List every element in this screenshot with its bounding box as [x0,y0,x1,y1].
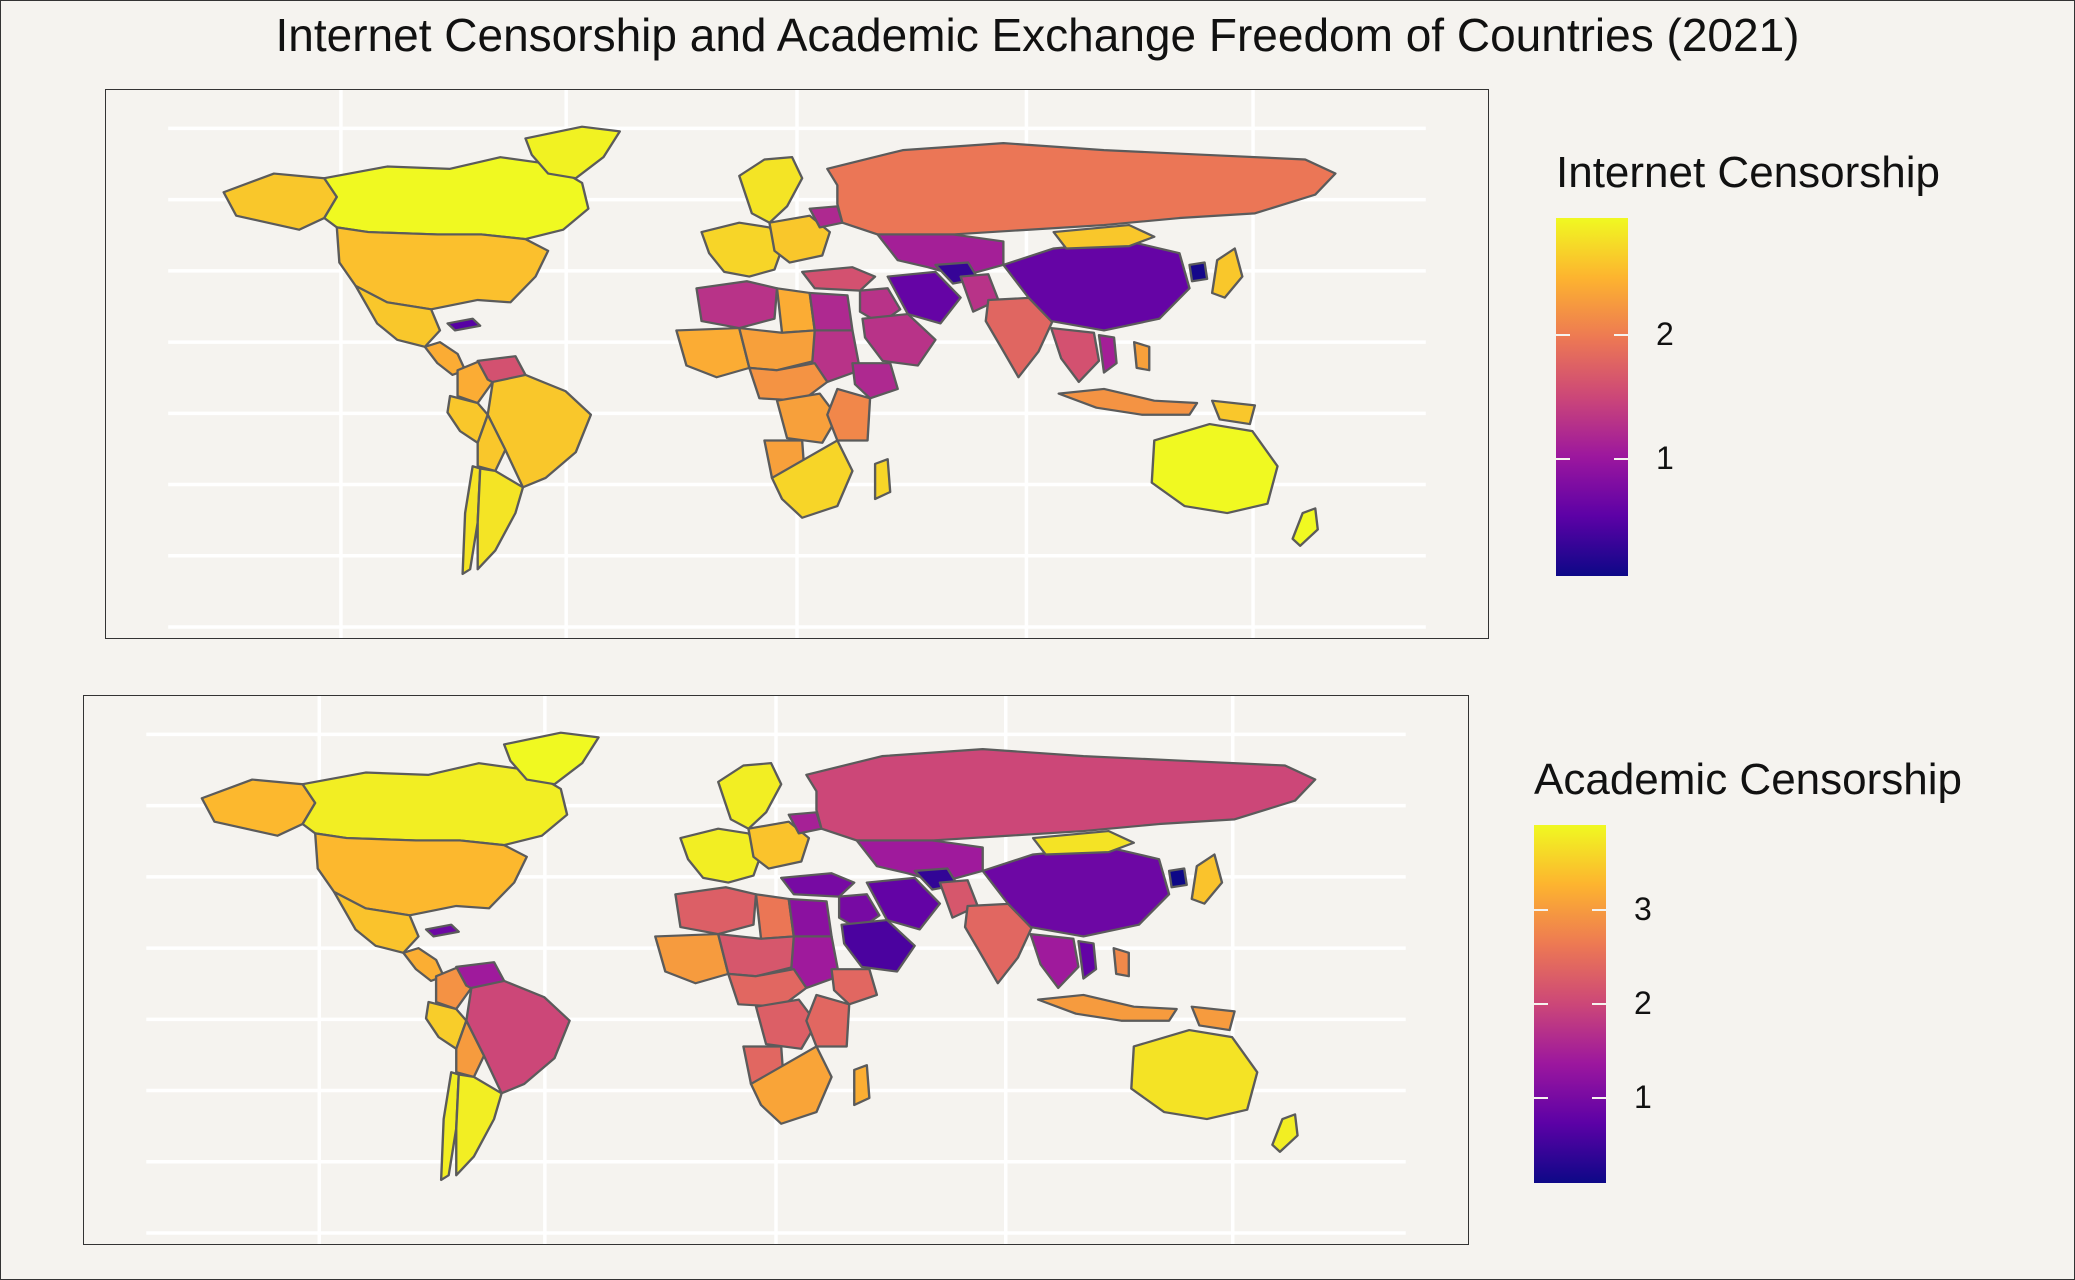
country-russia [805,748,1317,842]
country-central-africa [727,968,808,1008]
country-egypt [787,897,833,938]
country-russia [826,142,1337,236]
country-cuba [446,317,482,332]
country-southern-africa [749,1045,833,1125]
country-vietnam [1077,940,1098,980]
country-southern-africa [770,439,854,519]
country-east-africa [805,993,851,1048]
country-saudi-arabia [861,312,937,367]
colorbar-tick-label: 2 [1656,316,1674,353]
country-sahel [738,326,816,372]
country-iran [865,876,942,931]
colorbar-tick-label: 2 [1634,985,1652,1021]
country-new-zealand [1291,507,1319,547]
country-canada [301,762,569,847]
colorbar-tick [1614,334,1628,337]
country-central-asia [855,839,984,884]
country-madagascar [853,1064,871,1107]
country-png [1190,1005,1236,1032]
colorbar [1556,218,1628,576]
country-philippines [1112,947,1130,978]
colorbar-tick [1556,334,1570,337]
country-australia [1150,422,1279,515]
colorbar-tick [1534,908,1548,911]
country-new-zealand [1271,1113,1299,1153]
country-argentina [476,467,525,571]
country-central-asia [876,233,1005,278]
colorbar-tick [1614,457,1628,460]
country-mexico [332,890,420,954]
country-west-africa [675,326,751,379]
academic-censorship-map [83,695,1469,1245]
country-brazil [486,373,593,489]
colorbar-tick-label: 3 [1634,890,1652,927]
country-scandinavia [738,156,804,224]
country-egypt [808,291,854,332]
world-map [168,90,1426,638]
country-ethiopia [851,362,899,400]
legend-title: Academic Censorship [1534,755,1962,804]
country-cuba [424,923,460,938]
country-sudan [790,935,841,990]
country-southeast-asia [1049,326,1101,384]
country-philippines [1132,341,1151,372]
country-europe-east [747,820,811,870]
legend-title: Internet Censorship [1556,148,1940,197]
country-argentina [455,1073,503,1177]
figure-title: Internet Censorship and Academic Exchang… [275,9,1800,61]
country-east-africa [826,387,872,442]
colorbar-tick [1592,1097,1606,1100]
colorbar-tick [1534,1003,1548,1005]
country-australia [1130,1028,1259,1121]
country-mongolia [1052,223,1156,250]
country-korea-north [1167,867,1188,889]
country-madagascar [873,458,892,501]
country-mexico [354,284,442,348]
country-korea-north [1188,261,1209,283]
country-alaska [222,172,339,231]
colorbar-tick [1592,1003,1606,1005]
internet-censorship-map [105,89,1489,639]
country-north-africa [674,886,758,936]
colorbar-tick [1534,1097,1548,1100]
colorbar-tick-label: 1 [1634,1079,1652,1116]
country-canada [323,156,590,241]
country-europe-west [679,827,763,884]
country-west-africa [654,932,730,985]
country-scandinavia [717,762,783,830]
country-bolivia [455,1019,486,1079]
country-greenland [524,125,621,180]
country-drc [754,998,818,1050]
country-brazil [465,979,571,1095]
colorbar-tick-label: 1 [1656,439,1674,476]
country-vietnam [1097,334,1118,374]
country-alaska [200,778,317,837]
country-mongolia [1031,829,1136,856]
country-sudan [811,329,862,384]
country-drc [775,392,839,444]
country-indonesia [1057,387,1199,416]
world-map [146,696,1406,1244]
country-north-africa [695,280,779,330]
country-png [1210,399,1257,426]
country-turkey [800,266,877,292]
country-ethiopia [830,968,879,1006]
country-bolivia [476,413,507,473]
colorbar-tick [1592,908,1606,911]
country-indonesia [1036,993,1178,1022]
colorbar-tick [1556,457,1570,460]
country-iran [886,270,962,325]
country-southeast-asia [1029,932,1080,990]
country-sahel [717,932,795,978]
country-japan [1190,853,1224,905]
country-greenland [502,731,600,786]
country-europe-east [768,214,832,264]
country-turkey [780,872,856,898]
country-japan [1210,247,1244,299]
country-saudi-arabia [840,918,916,973]
country-europe-west [700,221,784,278]
country-central-africa [748,362,829,402]
